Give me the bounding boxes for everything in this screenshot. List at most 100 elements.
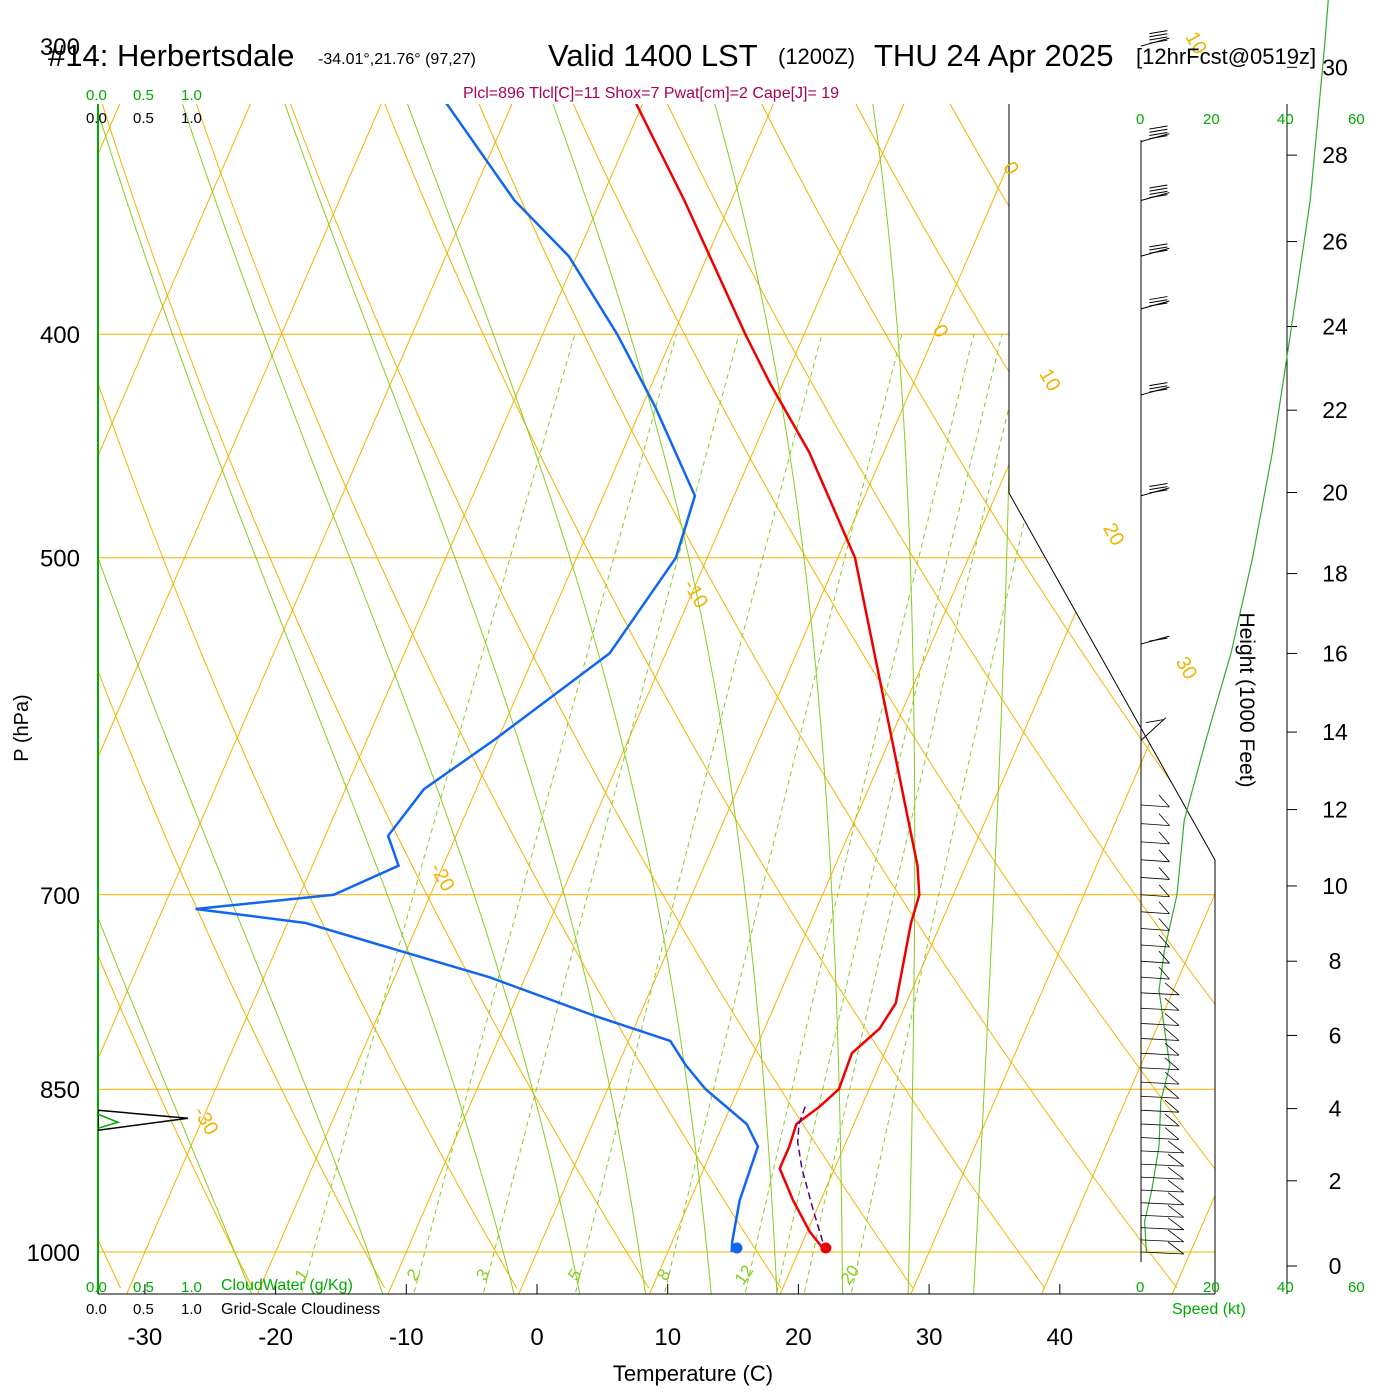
dry-adiabat-line <box>1138 104 1215 1289</box>
low-wind-barb <box>1140 841 1170 845</box>
height-tick-label: 24 <box>1322 314 1348 340</box>
mixing-ratio-line <box>849 334 1069 1294</box>
barb-flag <box>1149 388 1168 393</box>
x-tick-label: -10 <box>389 1324 424 1351</box>
speed-label: Speed (kt) <box>1172 1301 1246 1318</box>
low-wind-barb-flag <box>1164 1028 1180 1041</box>
cloud-scale-bottom-green-2: 1.0 <box>181 1279 202 1296</box>
height-tick-label: 10 <box>1322 873 1348 899</box>
low-wind-barb-flag <box>1158 901 1170 915</box>
mixing-ratio-line <box>573 334 823 1294</box>
moist-adiabat-line <box>472 104 778 1294</box>
wind-barb <box>1140 482 1170 497</box>
isotherm-line <box>649 104 1166 1294</box>
barb-flag <box>1149 637 1168 642</box>
pressure-tick-label: 700 <box>40 883 80 910</box>
barb-flag <box>1149 296 1168 301</box>
barb-flag <box>1149 482 1168 487</box>
isotherm-line <box>98 104 382 1294</box>
barb-flag <box>1149 246 1168 251</box>
isotherm-line <box>910 104 1215 1294</box>
moist-adiabat-line <box>832 104 916 1294</box>
cloud-scale-top-green-0: 0.0 <box>86 87 107 104</box>
isotherm-line <box>126 104 644 1294</box>
moist-adiabat-line <box>98 104 517 1294</box>
dewpoint-line <box>195 104 760 1253</box>
barb-flag <box>1149 125 1168 130</box>
low-wind-barb <box>1140 976 1170 980</box>
barb-flag <box>1149 243 1168 248</box>
low-wind-barb-flag <box>1158 849 1170 863</box>
low-wind-barb <box>1140 992 1180 996</box>
mixing-ratio-line <box>802 334 1028 1294</box>
low-wind-barb-flag <box>1164 1071 1180 1085</box>
height-tick-label: 4 <box>1329 1096 1342 1122</box>
low-wind-barb <box>1140 1038 1180 1041</box>
isotherm-line <box>387 104 905 1294</box>
forecast-date: THU 24 Apr 2025 <box>874 38 1114 73</box>
mixing-ratio-line <box>662 334 903 1294</box>
x-tick-label: -30 <box>128 1324 163 1351</box>
wind-speed-profile <box>1143 0 1329 1253</box>
low-wind-barb <box>1140 1176 1184 1180</box>
isotherm-label: 20 <box>1098 519 1128 549</box>
temperature-surface-marker <box>820 1242 832 1254</box>
dry-adiabat-line <box>98 104 253 1289</box>
isotherm-line <box>779 104 1215 1294</box>
low-wind-barb <box>1140 1095 1180 1099</box>
height-tick-label: 28 <box>1322 142 1348 168</box>
x-tick-label: 10 <box>654 1324 681 1351</box>
moist-adiabat-line <box>113 104 582 1294</box>
speed-tick-top-2: 40 <box>1277 111 1294 128</box>
wind-barb <box>1140 635 1170 645</box>
isotherm-label: 0 <box>998 158 1023 179</box>
height-tick-label: 22 <box>1322 397 1348 423</box>
barb-flag <box>1149 184 1168 189</box>
low-wind-barb <box>1140 877 1170 880</box>
cloudiness-marker <box>98 1109 189 1132</box>
low-wind-barb-flag <box>1158 884 1170 898</box>
low-wind-barb <box>1140 1081 1180 1085</box>
dry-adiabat-line <box>1043 104 1215 1289</box>
barb-flag <box>1149 249 1168 254</box>
wind-barb <box>1140 30 1170 47</box>
moist-adiabat-line <box>210 104 647 1294</box>
moist-adiabat-line <box>645 104 844 1294</box>
cloud-scale-top-green-1: 0.5 <box>133 87 154 104</box>
cloudwater-label: CloudWater (g/Kg) <box>221 1277 353 1294</box>
height-tick-label: 0 <box>1329 1253 1342 1279</box>
parcel-line <box>796 1106 827 1253</box>
moist-adiabat-line <box>327 104 713 1294</box>
low-wind-barb <box>1140 1239 1184 1243</box>
wind-barb <box>1140 382 1170 396</box>
isotherm-label: 0 <box>928 321 953 342</box>
low-wind-barb <box>1140 1150 1184 1154</box>
dry-adiabat-line <box>196 104 782 1289</box>
y-axis-label: P (hPa) <box>11 694 33 761</box>
barb-flag <box>1149 385 1168 390</box>
dry-adiabat-line <box>98 104 386 1289</box>
stability-indices: Plcl=896 Tlcl[C]=11 Shox=7 Pwat[cm]=2 Ca… <box>463 85 839 102</box>
barb-flag <box>1149 382 1168 387</box>
barb-flag <box>1149 486 1168 491</box>
isotherm-label: -30 <box>189 1103 223 1139</box>
mixing-ratio-label: 3 <box>472 1266 493 1285</box>
low-wind-barb-flag <box>1158 934 1170 948</box>
dry-adiabat-line <box>384 104 1046 1289</box>
barb-flag <box>1149 33 1168 38</box>
isotherm-label: -10 <box>679 576 713 612</box>
height-tick-label: 8 <box>1329 948 1342 974</box>
low-wind-barb-flag <box>1158 831 1170 845</box>
low-wind-barb-flag <box>1167 1217 1184 1230</box>
low-wind-barb-flag <box>1164 982 1180 996</box>
cloud-scale-bottom-black-0: 0.0 <box>86 1301 107 1318</box>
x-tick-label: -20 <box>258 1324 293 1351</box>
mixing-ratio-label: 2 <box>403 1266 424 1285</box>
low-wind-barb <box>1140 1163 1184 1167</box>
cloud-scale-bottom-black-1: 0.5 <box>133 1301 154 1318</box>
low-wind-barb <box>1140 1202 1184 1206</box>
wind-barb <box>1140 243 1170 257</box>
low-wind-barb <box>1140 1251 1184 1255</box>
